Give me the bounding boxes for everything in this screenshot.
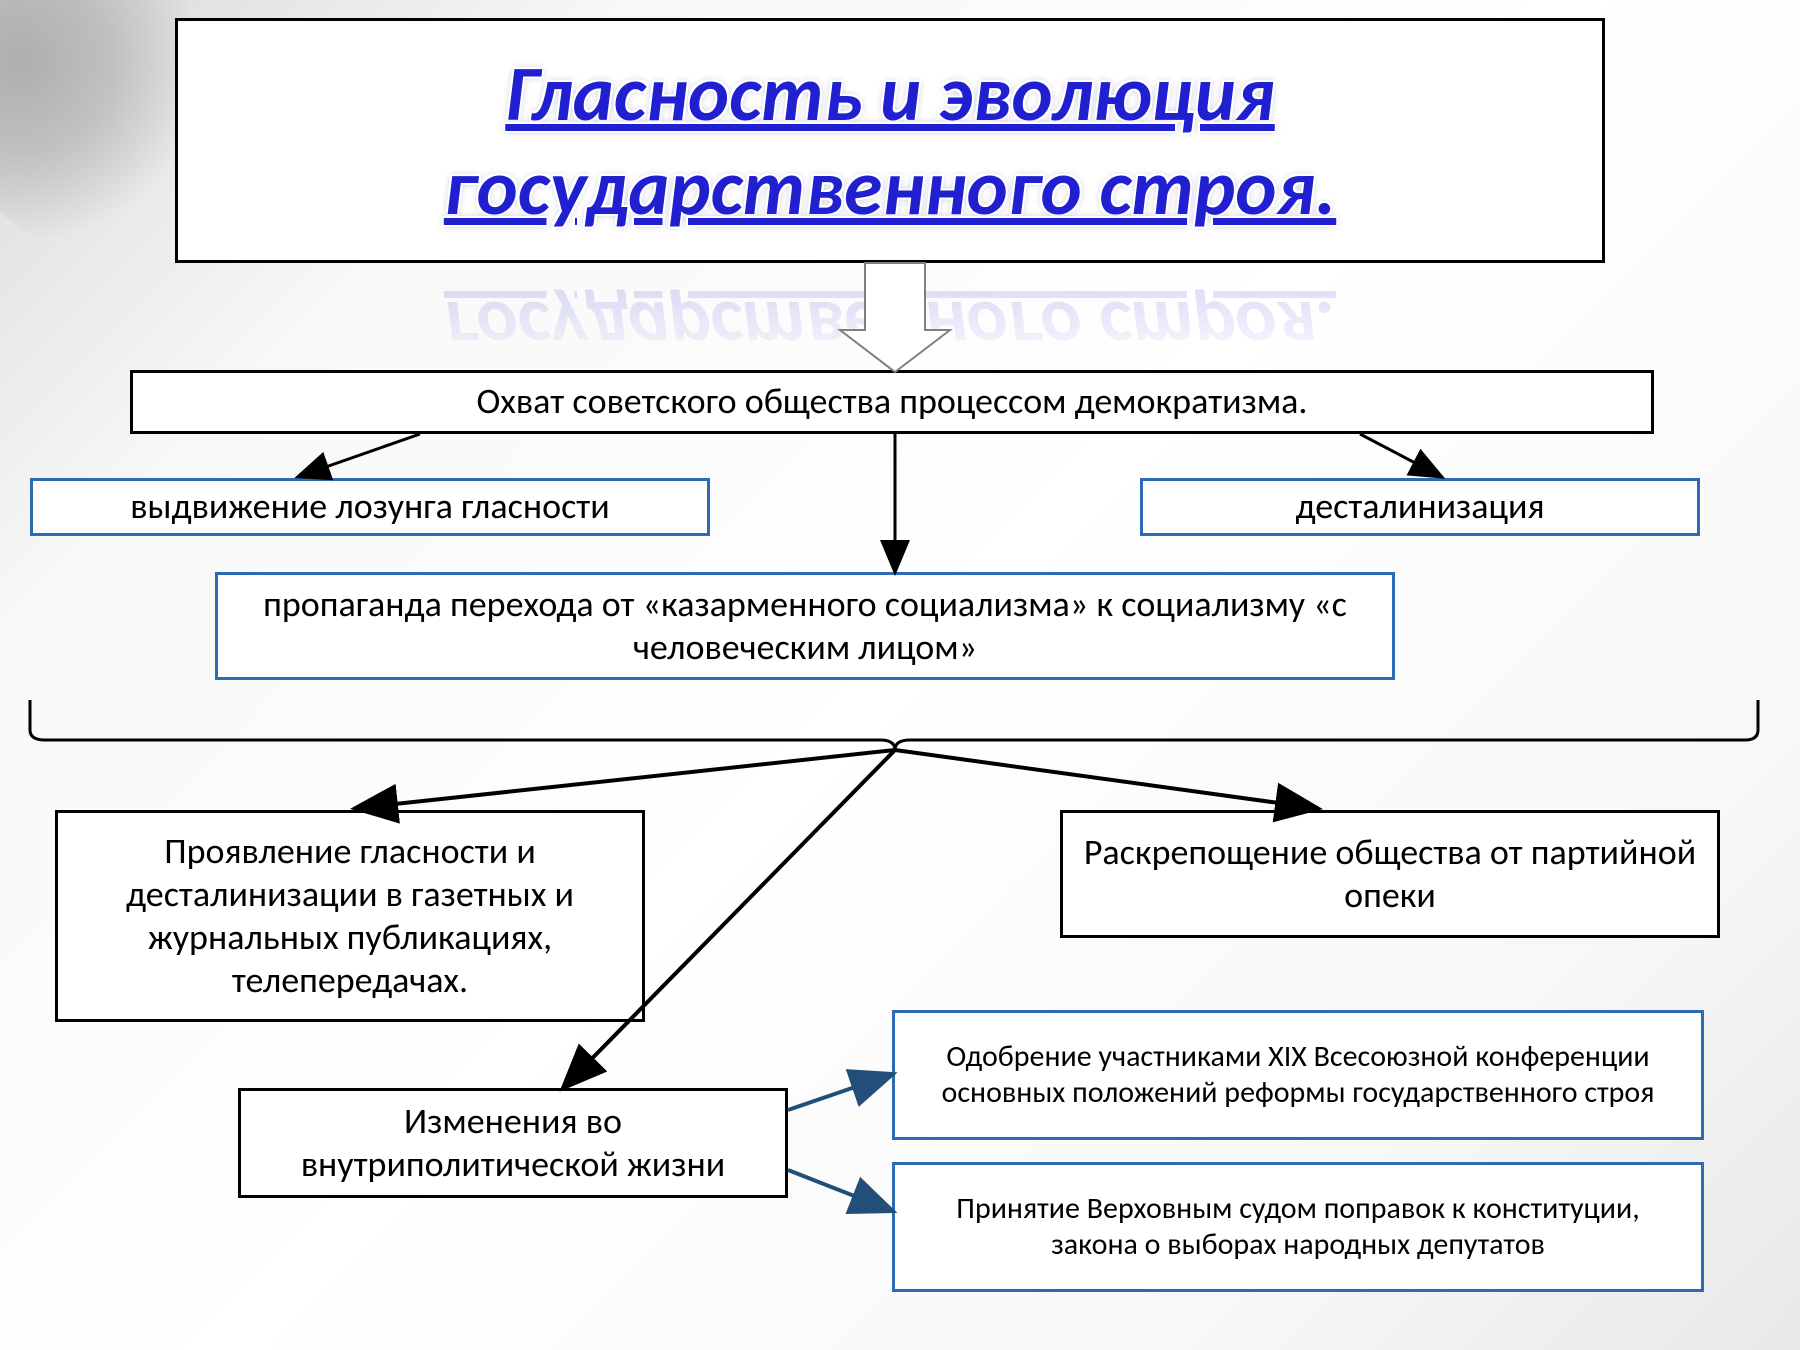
node-conference-approval: Одобрение участниками XIX Всесоюзной кон…: [892, 1010, 1704, 1140]
arrow-n7-n9: [788, 1170, 890, 1210]
title-line1: Гласность и эволюция: [505, 47, 1275, 141]
node-liberation: Раскрепощение общества от партийной опек…: [1060, 810, 1720, 938]
arrow-n1-n3: [1360, 434, 1440, 476]
arrow-n7-n8: [788, 1075, 890, 1110]
node-internal-politics: Изменения во внутриполитической жизни: [238, 1088, 788, 1198]
title-line2: государственного строя.: [444, 141, 1336, 235]
arrow-bracket-n5: [358, 750, 895, 808]
node-constitution-amendments: Принятие Верховным судом поправок к конс…: [892, 1162, 1704, 1292]
bracket: [30, 700, 1758, 750]
title-reflection: государственного строя.: [175, 265, 1605, 375]
node-destalinization: десталинизация: [1140, 478, 1700, 536]
node-glasnost-slogan: выдвижение лозунга гласности: [30, 478, 710, 536]
title-box: Гласность и эволюция государственного ст…: [175, 18, 1605, 263]
arrow-bracket-n6: [895, 750, 1315, 808]
arrow-n1-n2: [300, 434, 420, 476]
node-propaganda: пропаганда перехода от «казарменного соц…: [215, 572, 1395, 680]
node-democratization: Охват советского общества процессом демо…: [130, 370, 1654, 434]
node-publications: Проявление гласности и десталинизации в …: [55, 810, 645, 1022]
